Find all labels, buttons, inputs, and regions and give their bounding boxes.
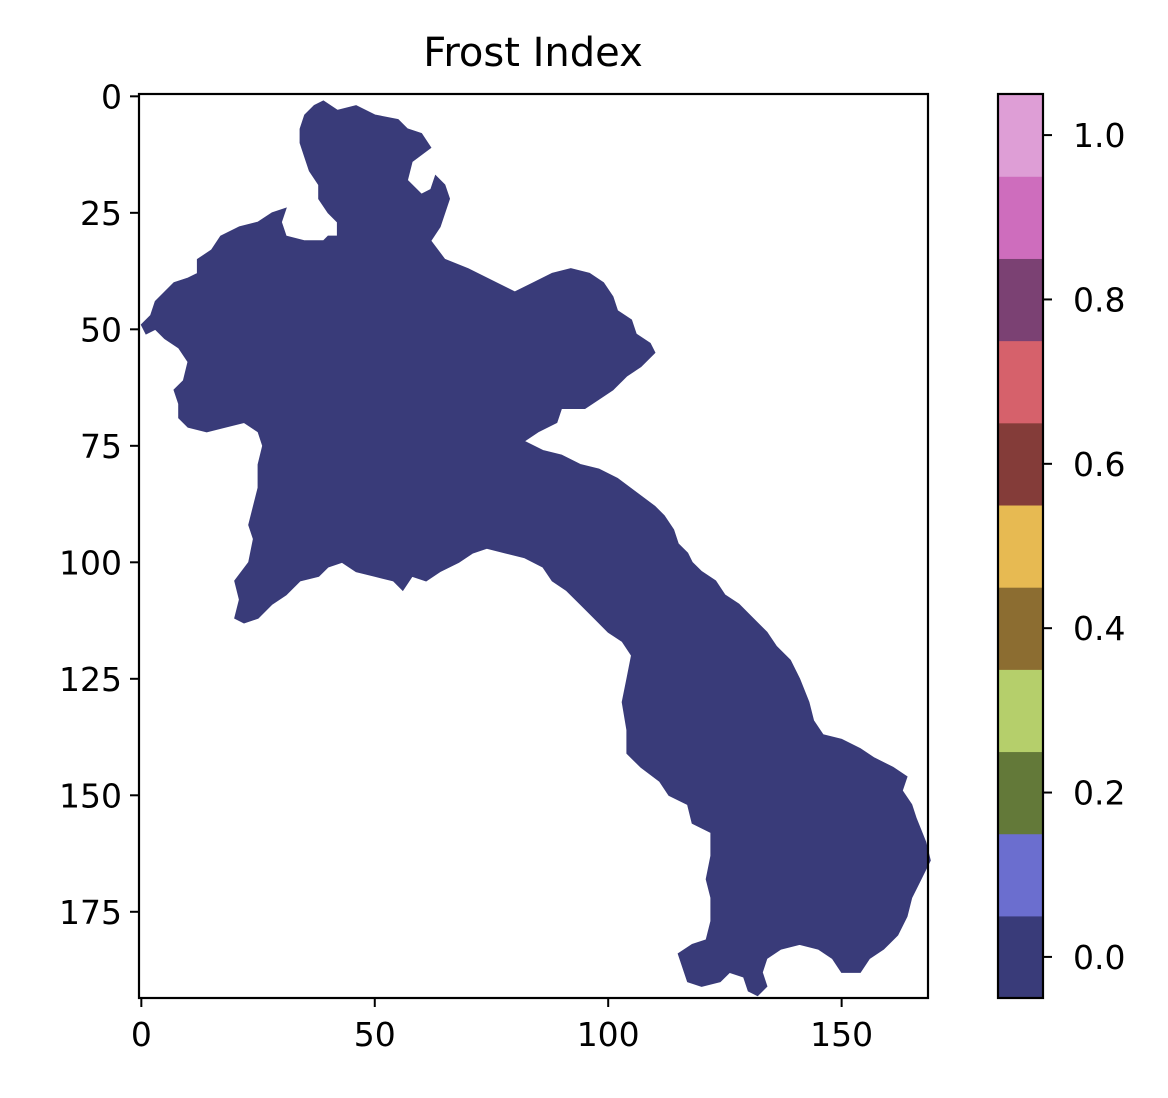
colorbar-segment [998,504,1043,588]
colorbar-tick-label: 0.6 [1073,445,1125,484]
plot-area [137,92,931,1000]
colorbar-segment [998,669,1043,753]
colorbar-tick-label: 0.0 [1073,938,1125,977]
x-tick-label: 50 [354,1015,396,1054]
colorbar-tick-label: 0.8 [1073,280,1125,319]
y-axis: 0 25 50 75 100 125 150 175 [59,77,139,932]
y-tick-label: 75 [80,427,122,466]
y-tick-label: 150 [59,776,122,815]
colorbar-segment [998,915,1043,999]
colorbar-tick-label: 1.0 [1073,116,1125,155]
y-tick-label: 125 [59,660,122,699]
colorbar-tick-label: 0.2 [1073,774,1125,813]
y-tick-label: 0 [101,77,122,116]
y-tick-label: 100 [59,543,122,582]
colorbar-frame [996,92,1045,1000]
colorbar-segment [998,94,1043,177]
colorbar-segment [998,833,1043,917]
colorbar-segment [998,258,1043,342]
x-tick-label: 100 [577,1015,640,1054]
x-tick-label: 150 [810,1015,873,1054]
colorbar-segment [998,340,1043,424]
colorbar-tick-label: 0.4 [1073,609,1125,648]
frost-region [140,100,931,997]
colorbar: 0.0 0.2 0.4 0.6 0.8 1.0 [996,92,1125,1000]
y-tick-label: 25 [80,194,122,233]
chart-title: Frost Index [423,30,643,76]
x-tick-label: 0 [131,1015,152,1054]
colorbar-segment [998,751,1043,835]
colorbar-segment [998,422,1043,506]
y-tick-label: 175 [59,893,122,932]
plot-frame [137,92,930,1000]
x-axis: 0 50 100 150 [131,998,873,1054]
y-tick-label: 50 [80,310,122,349]
colorbar-segment [998,587,1043,670]
colorbar-segment [998,176,1043,259]
